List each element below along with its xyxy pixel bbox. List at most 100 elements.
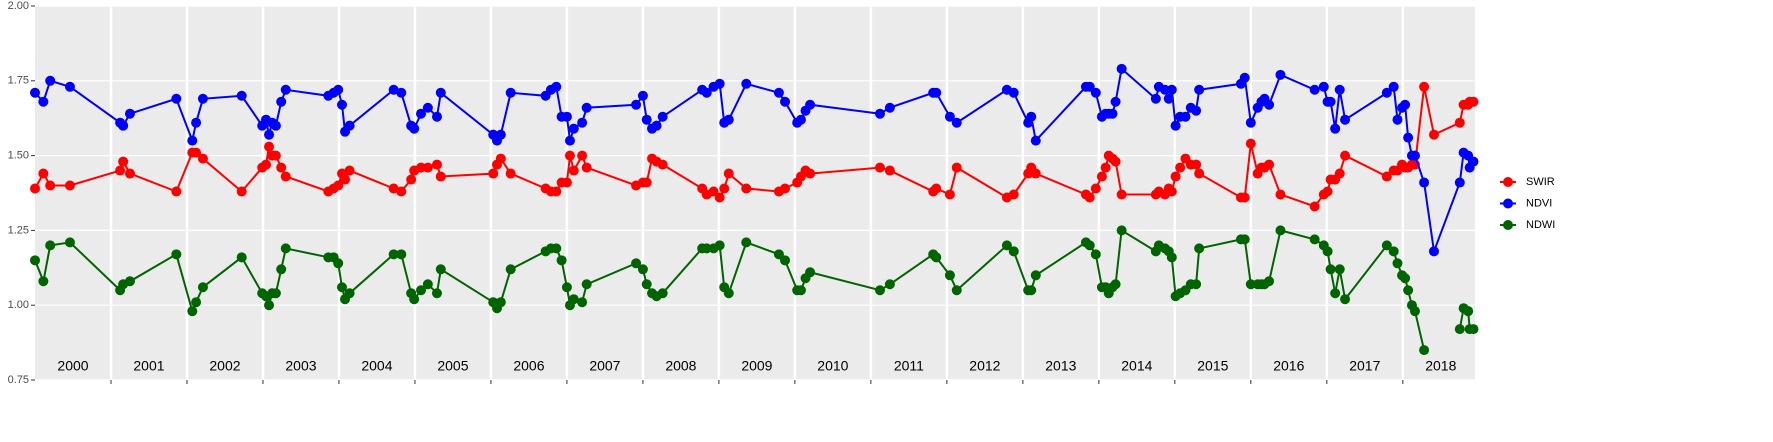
point: [171, 249, 182, 260]
y-tick-label: 0.75: [8, 374, 29, 386]
point: [1340, 294, 1351, 305]
point: [1334, 84, 1345, 95]
point: [118, 120, 129, 131]
point: [45, 180, 56, 191]
point: [236, 252, 247, 263]
point: [1026, 285, 1037, 296]
point: [1309, 234, 1320, 245]
point: [1116, 189, 1127, 200]
point: [1239, 234, 1250, 245]
point: [1381, 240, 1392, 251]
point: [396, 186, 407, 197]
year-label: 2003: [285, 358, 316, 374]
point: [1030, 135, 1041, 146]
point: [197, 282, 208, 293]
point: [64, 81, 75, 92]
point: [884, 165, 895, 176]
point: [431, 111, 442, 122]
point: [422, 162, 433, 173]
point: [396, 87, 407, 98]
point: [236, 90, 247, 101]
point: [1264, 276, 1275, 287]
point: [1175, 162, 1186, 173]
point: [944, 270, 955, 281]
point: [1388, 246, 1399, 257]
point: [931, 87, 942, 98]
point: [1008, 87, 1019, 98]
point: [577, 150, 588, 161]
year-label: 2001: [133, 358, 164, 374]
point: [276, 96, 287, 107]
year-label: 2012: [969, 358, 1000, 374]
point: [1264, 99, 1275, 110]
point: [1194, 168, 1205, 179]
point: [115, 165, 126, 176]
legend-label: NDWI: [1526, 219, 1555, 231]
point: [38, 168, 49, 179]
point: [944, 111, 955, 122]
point: [1428, 129, 1439, 140]
point: [1330, 123, 1341, 134]
point: [1180, 111, 1191, 122]
point: [1330, 288, 1341, 299]
point: [422, 102, 433, 113]
point: [564, 150, 575, 161]
point: [1468, 96, 1479, 107]
point: [1116, 63, 1127, 74]
year-label: 2017: [1349, 358, 1380, 374]
point: [1309, 84, 1320, 95]
point: [577, 297, 588, 308]
point: [875, 162, 886, 173]
point: [1110, 156, 1121, 167]
point: [1100, 162, 1111, 173]
point: [951, 162, 962, 173]
y-tick-label: 1.25: [8, 224, 29, 236]
point: [64, 237, 75, 248]
point: [264, 300, 275, 311]
point: [1166, 186, 1177, 197]
year-label: 2009: [741, 358, 772, 374]
point: [1084, 240, 1095, 251]
point: [1116, 225, 1127, 236]
point: [1191, 159, 1202, 170]
point: [261, 159, 272, 170]
point: [388, 183, 399, 194]
year-label: 2010: [817, 358, 848, 374]
point: [270, 288, 281, 299]
point: [280, 84, 291, 95]
point: [805, 168, 816, 179]
point: [1309, 201, 1320, 212]
y-tick-label: 1.00: [8, 299, 29, 311]
point: [264, 141, 275, 152]
point: [1409, 150, 1420, 161]
point: [64, 180, 75, 191]
panel: [35, 6, 1475, 380]
point: [38, 96, 49, 107]
point: [435, 171, 446, 182]
point: [495, 297, 506, 308]
point: [1468, 324, 1479, 335]
point: [396, 249, 407, 260]
point: [568, 294, 579, 305]
point: [1403, 285, 1414, 296]
point: [568, 123, 579, 134]
point: [1428, 246, 1439, 257]
point: [1419, 345, 1430, 356]
point: [409, 294, 420, 305]
point: [45, 240, 56, 251]
point: [276, 162, 287, 173]
point: [1275, 225, 1286, 236]
point: [1381, 171, 1392, 182]
point: [333, 180, 344, 191]
point: [637, 264, 648, 275]
point: [875, 108, 886, 119]
point: [723, 168, 734, 179]
point: [1419, 81, 1430, 92]
point: [1454, 324, 1465, 335]
point: [124, 168, 135, 179]
year-label: 2002: [209, 358, 240, 374]
point: [333, 84, 344, 95]
point: [1084, 192, 1095, 203]
point: [340, 174, 351, 185]
